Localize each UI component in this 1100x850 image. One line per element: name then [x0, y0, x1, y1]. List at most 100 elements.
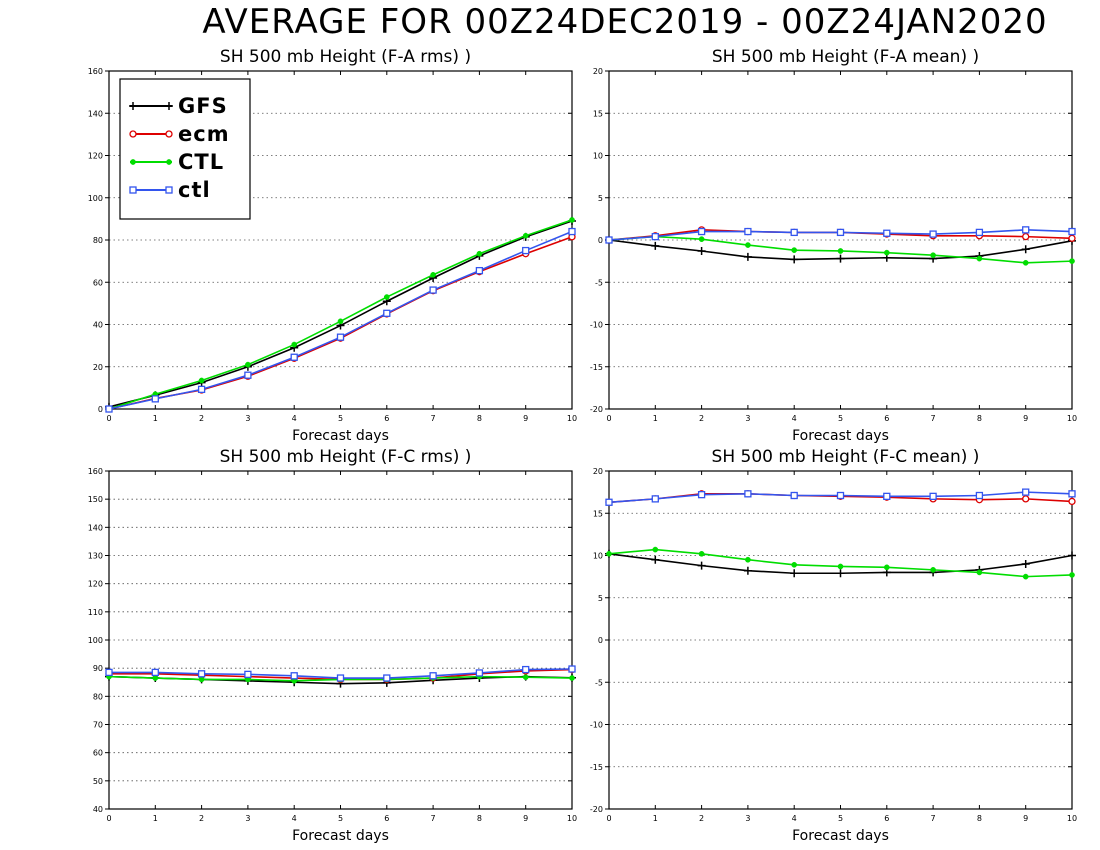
- series-line-CTL: [108, 219, 573, 410]
- x-tick-label: 9: [1023, 414, 1028, 423]
- x-tick-label: 5: [838, 814, 843, 823]
- x-tick-label: 0: [106, 814, 111, 823]
- panel-title: SH 500 mb Height (F-C mean) ): [712, 447, 980, 467]
- y-tick-label: -10: [590, 721, 603, 730]
- data-point: [522, 665, 530, 674]
- y-tick-label: 15: [593, 109, 603, 118]
- y-tick-label: 140: [88, 109, 103, 118]
- x-tick-label: 7: [931, 814, 936, 823]
- x-tick-label: 9: [523, 414, 528, 423]
- data-point: [568, 665, 576, 673]
- data-point: [606, 550, 612, 557]
- data-point: [976, 255, 983, 262]
- y-tick-label: 0: [598, 236, 603, 245]
- data-point: [651, 241, 660, 250]
- data-point: [744, 227, 752, 236]
- x-tick-label: 3: [245, 414, 250, 423]
- y-tick-label: 20: [593, 67, 603, 76]
- x-tick-label: 8: [977, 414, 982, 423]
- data-point: [1069, 258, 1075, 264]
- data-point: [929, 492, 937, 501]
- data-point: [1069, 572, 1075, 578]
- data-point: [336, 674, 345, 682]
- x-tick-label: 5: [338, 414, 343, 423]
- y-tick-label: 60: [93, 278, 103, 287]
- panel-title: SH 500 mb Height (F-C rms) ): [220, 447, 472, 467]
- data-point: [698, 236, 705, 243]
- y-tick-label: -5: [595, 678, 603, 687]
- x-tick-label: 4: [292, 414, 297, 423]
- figure-title: AVERAGE FOR 00Z24DEC2019 - 00Z24JAN2020: [202, 2, 1048, 42]
- data-point: [569, 217, 575, 223]
- data-point: [151, 395, 159, 403]
- legend-entry-ecm: ecm: [129, 122, 230, 146]
- data-point: [652, 546, 659, 553]
- data-point: [197, 385, 206, 394]
- x-tick-label: 2: [199, 814, 204, 823]
- y-tick-label: -20: [590, 405, 603, 414]
- plot-frame: [108, 470, 573, 810]
- x-tick-label: 2: [199, 414, 204, 423]
- series-CTL: [106, 217, 575, 412]
- x-tick-label: 7: [431, 814, 436, 823]
- data-point: [336, 333, 345, 341]
- y-tick-label: 0: [98, 405, 103, 414]
- data-point: [1022, 226, 1030, 234]
- x-tick-label: 7: [431, 414, 436, 423]
- x-tick-label: 5: [338, 814, 343, 823]
- data-point: [429, 672, 437, 680]
- data-point: [197, 670, 206, 678]
- legend-label: ctl: [178, 178, 211, 202]
- x-tick-label: 3: [745, 414, 750, 423]
- y-tick-label: 120: [88, 152, 103, 161]
- x-tick-label: 6: [884, 414, 889, 423]
- x-tick-label: 8: [477, 814, 482, 823]
- data-point: [151, 668, 159, 677]
- y-tick-label: 60: [93, 749, 103, 758]
- x-tick-label: 10: [567, 814, 577, 823]
- x-axis-label: Forecast days: [292, 428, 389, 444]
- y-tick-label: 160: [88, 67, 103, 76]
- legend-marker: [129, 102, 137, 110]
- series-ctl: [105, 665, 576, 682]
- series-GFS: [605, 236, 1076, 264]
- data-point: [790, 491, 798, 500]
- data-point: [244, 670, 252, 679]
- y-tick-label: 40: [93, 321, 103, 330]
- panel-title: SH 500 mb Height (F-A mean) ): [712, 47, 979, 67]
- y-tick-label: 20: [93, 363, 103, 372]
- data-point: [244, 371, 252, 379]
- series-GFS: [105, 216, 576, 411]
- legend-label: ecm: [178, 122, 230, 146]
- series-CTL: [606, 546, 1075, 580]
- x-tick-label: 5: [838, 414, 843, 423]
- y-tick-label: 130: [88, 552, 103, 561]
- series-ctl: [105, 227, 576, 413]
- x-tick-label: 0: [606, 814, 611, 823]
- y-tick-label: 80: [93, 236, 103, 245]
- data-point: [1022, 573, 1029, 580]
- x-tick-label: 9: [523, 814, 528, 823]
- y-tick-label: 5: [598, 194, 603, 203]
- data-point: [1068, 551, 1076, 560]
- data-point: [1022, 259, 1029, 266]
- data-point: [697, 227, 706, 236]
- data-point: [1021, 559, 1030, 568]
- data-point: [930, 252, 936, 259]
- legend-label: CTL: [178, 150, 224, 174]
- data-point: [522, 232, 529, 239]
- x-tick-label: 3: [245, 814, 250, 823]
- data-point: [836, 228, 845, 237]
- x-tick-label: 8: [477, 414, 482, 423]
- x-axis-label: Forecast days: [292, 828, 389, 844]
- x-tick-label: 1: [653, 414, 658, 423]
- data-point: [605, 236, 613, 244]
- data-point: [1068, 227, 1076, 236]
- data-point: [697, 491, 706, 499]
- data-point: [105, 668, 113, 677]
- data-point: [1022, 232, 1030, 241]
- data-point: [791, 247, 798, 253]
- legend-marker: [166, 159, 172, 165]
- x-tick-label: 1: [153, 814, 158, 823]
- x-tick-label: 10: [567, 414, 577, 423]
